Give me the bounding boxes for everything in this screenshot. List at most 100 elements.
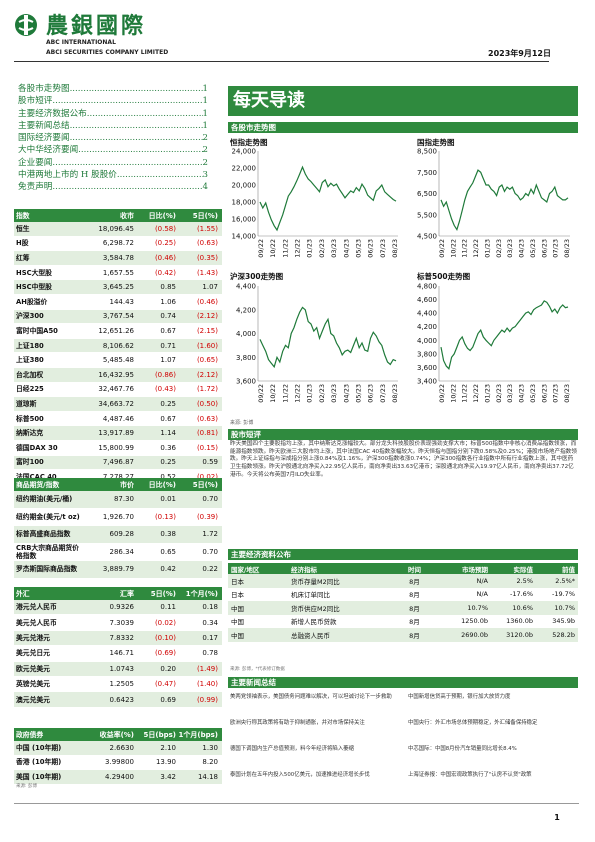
toc-dots bbox=[52, 181, 202, 193]
toc-item[interactable]: 免责声明 4 bbox=[18, 181, 208, 193]
economic-indicator-cell: 总融资人民币 bbox=[291, 631, 330, 640]
toc-item-page: 1 bbox=[202, 96, 208, 107]
toc-item[interactable]: 股市短评 1 bbox=[18, 95, 208, 107]
index_table-name-cell: 德国DAX 30 bbox=[16, 443, 58, 452]
fx_table-d5-cell: (0.99) bbox=[196, 695, 218, 704]
x-tick-label: 04/23 bbox=[518, 384, 526, 403]
economic-time-cell: 8月 bbox=[409, 604, 420, 613]
toc-item[interactable]: 大中华经济要闻 2 bbox=[18, 144, 208, 156]
x-tick-label: 11/22 bbox=[281, 384, 289, 403]
economic-indicator-cell: 新增人民币贷款 bbox=[291, 618, 337, 627]
brand-subtitle-en: ABCI SECURITIES COMPANY LIMITED bbox=[46, 49, 169, 56]
table-row: 纳斯达克 13,917.89 1.14 (0.81) bbox=[14, 426, 222, 441]
news-item: 中芯国际：中国8月份汽车销量同比增长8.4% bbox=[408, 746, 517, 752]
table-row: 台北加权 16,432.95 (0.86) (2.12) bbox=[14, 367, 222, 383]
abc-logo-icon bbox=[15, 14, 37, 36]
index_table-d1-cell: 1.06 bbox=[160, 297, 176, 306]
chart-title-sp500: 标普500走势图 bbox=[417, 272, 471, 281]
toc-item-page: 1 bbox=[202, 120, 208, 131]
toc-dots bbox=[78, 144, 202, 156]
x-tick-label: 02/23 bbox=[318, 384, 326, 403]
commodity_table-d1-cell: 0.38 bbox=[160, 530, 176, 539]
table-row: CRB大宗商品期货价格指数 286.34 0.65 0.70 bbox=[14, 544, 222, 561]
toc-item[interactable]: 主要经济数据公布 1 bbox=[18, 108, 208, 120]
index_table-name-cell: AH股溢价 bbox=[16, 297, 48, 306]
bond_table-d1-cell: 13.90 bbox=[155, 758, 176, 767]
x-tick-label: 02/23 bbox=[318, 239, 326, 258]
toc-item[interactable]: 国际经济要闻 2 bbox=[18, 132, 208, 144]
news-item: 德国下调国内生产总值预测，料今年经济将陷入萎缩 bbox=[230, 746, 354, 752]
economic-source: 来源: 彭博，*代表修订数据 bbox=[230, 667, 285, 672]
index_table-close-cell: 7,278.27 bbox=[102, 472, 134, 481]
toc-item[interactable]: 企业要闻 2 bbox=[18, 157, 208, 169]
toc-item-page: 2 bbox=[202, 145, 208, 156]
fx_table-d1-cell: (0.69) bbox=[154, 649, 176, 658]
toc-dots bbox=[70, 83, 203, 95]
toc-item[interactable]: 各股市走势图 1 bbox=[18, 83, 208, 95]
commodity_table-close-cell: 3,889.79 bbox=[102, 565, 134, 574]
economic-header-cell: 时间 bbox=[408, 565, 421, 574]
y-tick-label: 3,400 bbox=[417, 378, 437, 386]
economic-header-cell: 前值 bbox=[562, 565, 575, 574]
fx_table-close-cell: 146.71 bbox=[109, 649, 135, 658]
economic-header-cell: 市场预期 bbox=[462, 565, 488, 574]
toc-item[interactable]: 中港两地上市的 H 股股价 3 bbox=[18, 169, 208, 181]
index_table-name-cell: 富时中国A50 bbox=[16, 326, 58, 335]
index_table-d1-cell: 0.67 bbox=[160, 326, 176, 335]
y-tick-label: 22,000 bbox=[232, 165, 257, 173]
charts-section-title: 各股市走势图 bbox=[228, 122, 578, 133]
commentary-title: 股市短评 bbox=[228, 429, 578, 440]
index_table-d5-cell: (0.35) bbox=[196, 253, 218, 262]
y-tick-label: 18,000 bbox=[232, 199, 257, 207]
table-row: 美国 (10年期) 4.29400 3.42 14.18 bbox=[14, 770, 222, 785]
chart-title-hscei: 国指走势图 bbox=[417, 138, 455, 147]
toc-dots bbox=[70, 120, 203, 132]
y-tick-label: 16,000 bbox=[232, 216, 257, 224]
x-tick-label: 11/22 bbox=[461, 239, 469, 258]
toc-item-label: 主要经济数据公布 bbox=[18, 108, 87, 119]
y-tick-label: 4,500 bbox=[417, 233, 437, 241]
index_table-d1-cell: (0.58) bbox=[154, 224, 176, 233]
fx_table-d5-cell: 0.18 bbox=[202, 603, 218, 612]
index_table-d5-cell: (1.55) bbox=[196, 224, 218, 233]
news-title: 主要新闻总结 bbox=[228, 677, 578, 688]
x-tick-label: 01/23 bbox=[483, 384, 491, 403]
bond_table-d1-cell: 3.42 bbox=[160, 772, 176, 781]
x-tick-label: 04/23 bbox=[342, 384, 350, 403]
x-tick-label: 04/23 bbox=[342, 239, 350, 258]
y-tick-label: 3,800 bbox=[236, 354, 256, 362]
fx_table-header-cell: 5日(%) bbox=[150, 589, 176, 598]
economic-time-cell: 8月 bbox=[409, 618, 420, 627]
toc-item-page: 2 bbox=[202, 157, 208, 168]
table-row: 纽约期金(美元/t oz) 1,926.70 (0.13) (0.39) bbox=[14, 509, 222, 526]
x-tick-label: 01/23 bbox=[306, 384, 314, 403]
toc-item-page: 1 bbox=[202, 108, 208, 119]
index_table-close-cell: 3,767.54 bbox=[102, 312, 134, 321]
economic-forecast-cell: 2690.0b bbox=[461, 630, 488, 639]
fx_table-d1-cell: 0.11 bbox=[160, 603, 176, 612]
index_table-d5-cell: (2.15) bbox=[196, 326, 218, 335]
toc-dots bbox=[52, 157, 202, 169]
table-row: 罗杰斯国际商品指数 3,889.79 0.42 0.22 bbox=[14, 561, 222, 579]
x-tick-label: 01/23 bbox=[306, 239, 314, 258]
x-tick-label: 02/23 bbox=[495, 384, 503, 403]
table-row: 美元兑人民币 7.3039 (0.02) 0.34 bbox=[14, 615, 222, 631]
table-row: 美元兑日元 146.71 (0.69) 0.78 bbox=[14, 646, 222, 662]
bond_table-header-cell: 收益率(%) bbox=[99, 730, 134, 739]
x-tick-label: 11/22 bbox=[461, 384, 469, 403]
fx_table-name-cell: 英镑兑美元 bbox=[16, 680, 50, 689]
y-tick-label: 24,000 bbox=[232, 148, 257, 156]
x-tick-label: 10/22 bbox=[269, 239, 277, 258]
chart-title-csi300: 沪深300走势图 bbox=[230, 272, 284, 281]
fx_table-close-cell: 7.8332 bbox=[109, 633, 135, 642]
economic-forecast-cell: N/A bbox=[476, 590, 489, 599]
toc-item[interactable]: 主要新闻总结 1 bbox=[18, 120, 208, 132]
toc-dots bbox=[52, 95, 202, 107]
x-tick-label: 01/23 bbox=[483, 239, 491, 258]
y-tick-label: 3,800 bbox=[417, 350, 437, 358]
index_table-name-cell: 红筹 bbox=[16, 253, 30, 262]
fx_table-close-cell: 1.0743 bbox=[109, 664, 135, 673]
economic-indicator-cell: 货币存量M2同比 bbox=[291, 577, 340, 586]
x-tick-label: 03/23 bbox=[330, 384, 338, 403]
toc-item-label: 大中华经济要闻 bbox=[18, 145, 79, 156]
